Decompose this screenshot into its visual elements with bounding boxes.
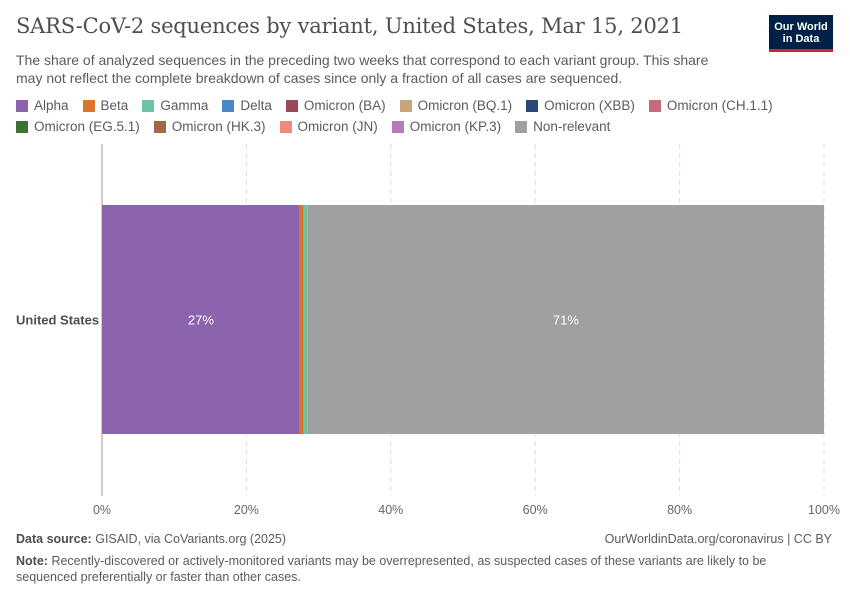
note-text: Recently-discovered or actively-monitore… bbox=[16, 554, 767, 584]
bar-segment-alpha[interactable] bbox=[102, 205, 300, 434]
category-label: United States bbox=[16, 313, 99, 328]
footer-note: Note: Recently-discovered or actively-mo… bbox=[16, 553, 806, 585]
chart-subtitle: The share of analyzed sequences in the p… bbox=[16, 52, 709, 86]
legend-label: Omicron (HK.3) bbox=[171, 119, 266, 134]
x-tick-label: 80% bbox=[667, 503, 692, 517]
bar-segment-non-relevant[interactable] bbox=[307, 205, 824, 434]
source-url-link[interactable]: OurWorldinData.org/coronavirus | CC BY bbox=[604, 532, 832, 546]
data-label: 71% bbox=[553, 313, 579, 328]
legend-swatch bbox=[391, 121, 404, 133]
legend-label: Non-relevant bbox=[533, 119, 611, 134]
legend-label: Beta bbox=[100, 98, 129, 113]
legend-item-omicron-xbb[interactable]: Omicron (XBB) bbox=[526, 97, 635, 115]
stacked-bar-chart: 0% 20% 40% 60% 80% 100% United States 27% 71% bbox=[16, 144, 840, 517]
legend-item-omicron-ch-1-1[interactable]: Omicron (CH.1.1) bbox=[648, 97, 773, 115]
x-tick-label: 100% bbox=[808, 503, 840, 517]
legend-label: Gamma bbox=[160, 98, 209, 113]
owid-logo[interactable]: Our World in Data bbox=[769, 15, 833, 52]
legend-item-delta[interactable]: Delta bbox=[222, 97, 272, 115]
legend-swatch bbox=[648, 100, 661, 112]
legend-label: Delta bbox=[240, 98, 272, 113]
legend-item-omicron-jn[interactable]: Omicron (JN) bbox=[279, 118, 378, 136]
logo-line-2: in Data bbox=[782, 32, 820, 45]
data-label: 27% bbox=[188, 313, 214, 328]
legend-item-gamma[interactable]: Gamma bbox=[142, 97, 208, 115]
legend: Alpha Beta Gamma Delta Omicron (BA) Omicron (… bbox=[16, 97, 816, 136]
legend-swatch bbox=[526, 100, 539, 112]
legend-item-omicron-bq-1[interactable]: Omicron (BQ.1) bbox=[399, 97, 513, 115]
legend-label: Alpha bbox=[34, 98, 69, 113]
legend-swatch bbox=[82, 100, 95, 112]
data-source-label: Data source: bbox=[16, 532, 92, 546]
legend-label: Omicron (CH.1.1) bbox=[666, 98, 773, 113]
legend-item-omicron-kp-3[interactable]: Omicron (KP.3) bbox=[391, 118, 502, 136]
legend-swatch bbox=[399, 100, 412, 112]
legend-item-alpha[interactable]: Alpha bbox=[16, 97, 69, 115]
bar-segment-gamma[interactable] bbox=[303, 205, 308, 434]
logo-line-1: Our World bbox=[774, 20, 828, 33]
legend-swatch bbox=[279, 121, 292, 133]
x-tick-label: 0% bbox=[93, 503, 111, 517]
x-tick-label: 60% bbox=[523, 503, 548, 517]
chart-title: SARS-CoV-2 sequences by variant, United … bbox=[16, 14, 683, 38]
legend-item-beta[interactable]: Beta bbox=[82, 97, 129, 115]
note-label: Note: bbox=[16, 554, 48, 568]
legend-label: Omicron (BQ.1) bbox=[417, 98, 513, 113]
legend-item-omicron-ba[interactable]: Omicron (BA) bbox=[285, 97, 386, 115]
bar-segment-beta[interactable] bbox=[299, 205, 304, 434]
legend-item-non-relevant[interactable]: Non-relevant bbox=[515, 118, 610, 136]
legend-item-omicron-hk-3[interactable]: Omicron (HK.3) bbox=[153, 118, 266, 136]
x-tick-label: 40% bbox=[378, 503, 403, 517]
x-tick-label: 20% bbox=[234, 503, 259, 517]
legend-swatch bbox=[153, 121, 166, 133]
legend-swatch bbox=[515, 121, 528, 133]
legend-label: Omicron (EG.5.1) bbox=[34, 119, 140, 134]
data-source-text: GISAID, via CoVariants.org (2025) bbox=[95, 532, 287, 546]
legend-swatch bbox=[16, 121, 28, 133]
legend-label: Omicron (KP.3) bbox=[409, 119, 502, 134]
legend-item-omicron-eg-5-1[interactable]: Omicron (EG.5.1) bbox=[16, 118, 140, 136]
legend-swatch bbox=[222, 100, 235, 112]
legend-label: Omicron (XBB) bbox=[544, 98, 635, 113]
legend-label: Omicron (JN) bbox=[297, 119, 378, 134]
legend-swatch bbox=[16, 100, 28, 112]
legend-swatch bbox=[142, 100, 155, 112]
legend-swatch bbox=[285, 100, 298, 112]
data-source: Data source: GISAID, via CoVariants.org … bbox=[16, 532, 286, 546]
legend-label: Omicron (BA) bbox=[303, 98, 386, 113]
